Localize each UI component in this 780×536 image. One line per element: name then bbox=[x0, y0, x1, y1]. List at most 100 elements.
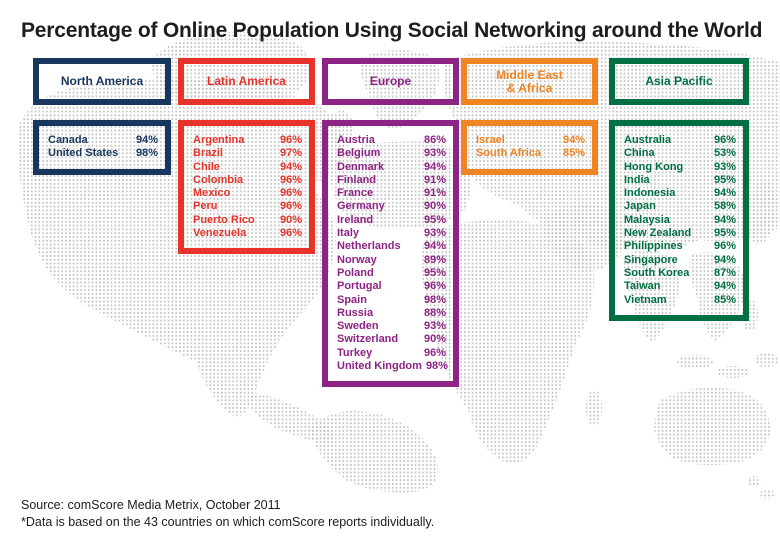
region-europe: Europe Austria 86% Belgium 93% Denmark 94% Fin… bbox=[322, 58, 459, 388]
country-name: Belgium bbox=[337, 147, 381, 160]
region-header-label: Europe bbox=[369, 74, 412, 88]
country-name: Italy bbox=[337, 227, 360, 240]
country-name: Singapore bbox=[624, 253, 678, 266]
region-header-asia-pacific: Asia Pacific bbox=[609, 58, 749, 105]
country-name: Argentina bbox=[193, 134, 245, 146]
country-percent: 96% bbox=[423, 280, 446, 293]
country-percent: 93% bbox=[423, 147, 446, 160]
country-name: Portugal bbox=[337, 280, 382, 293]
country-percent: 95% bbox=[713, 173, 736, 186]
country-percent: 96% bbox=[279, 227, 302, 240]
country-row: Finland 91% bbox=[337, 174, 446, 187]
country-row: United States 98% bbox=[48, 147, 158, 160]
country-row: South Korea 87% bbox=[624, 267, 736, 280]
country-row: Turkey 96% bbox=[337, 347, 446, 360]
region-data-middle-east-africa: Israel 94% South Africa 85% bbox=[461, 120, 598, 175]
country-percent: 87% bbox=[713, 266, 736, 279]
country-row: Indonesia 94% bbox=[624, 187, 736, 200]
country-percent: 96% bbox=[279, 187, 302, 200]
country-name: Sweden bbox=[337, 320, 379, 333]
map-south-america bbox=[308, 411, 439, 493]
country-row: Peru 96% bbox=[193, 200, 302, 213]
country-row: France 91% bbox=[337, 187, 446, 200]
region-header-label: Latin America bbox=[207, 74, 286, 88]
country-rows: Canada 94% United States 98% bbox=[48, 134, 158, 161]
region-middle-east-africa: Middle East & Africa Israel 94% South Afric… bbox=[461, 58, 598, 175]
country-row: Poland 95% bbox=[337, 267, 446, 280]
country-percent: 96% bbox=[713, 134, 736, 146]
country-row: Italy 93% bbox=[337, 227, 446, 240]
country-row: India 95% bbox=[624, 174, 736, 187]
country-name: Switzerland bbox=[337, 333, 399, 346]
country-name: Chile bbox=[193, 160, 220, 173]
country-row: Netherlands 94% bbox=[337, 240, 446, 253]
country-percent: 94% bbox=[713, 253, 736, 266]
map-europe bbox=[329, 141, 471, 229]
country-row: Austria 86% bbox=[337, 134, 446, 147]
country-percent: 53% bbox=[713, 147, 736, 160]
country-name: Philippines bbox=[624, 240, 683, 253]
country-percent: 93% bbox=[423, 320, 446, 333]
region-header-middle-east-africa: Middle East & Africa bbox=[461, 58, 598, 105]
country-name: Finland bbox=[337, 173, 377, 186]
region-asia-pacific: Asia Pacific Australia 96% China 53% Hong Ko… bbox=[609, 58, 749, 321]
country-row: New Zealand 95% bbox=[624, 227, 736, 240]
map-madagascar bbox=[586, 390, 602, 426]
country-row: Canada 94% bbox=[48, 134, 158, 147]
country-row: China 53% bbox=[624, 147, 736, 160]
country-rows: Austria 86% Belgium 93% Denmark 94% Finland 91%… bbox=[337, 134, 448, 373]
country-name: South Korea bbox=[624, 266, 690, 279]
region-header-latin-america: Latin America bbox=[178, 58, 315, 105]
region-header-north-america: North America bbox=[33, 58, 171, 105]
map-japan bbox=[751, 180, 776, 245]
country-percent: 95% bbox=[423, 213, 446, 226]
country-row: Singapore 94% bbox=[624, 254, 736, 267]
map-australia bbox=[654, 387, 771, 466]
country-name: Brazil bbox=[193, 147, 223, 160]
country-name: France bbox=[337, 187, 374, 200]
country-percent: 91% bbox=[423, 187, 446, 200]
country-row: Philippines 96% bbox=[624, 240, 736, 253]
country-row: Mexico 96% bbox=[193, 187, 302, 200]
country-name: United Kingdom bbox=[337, 360, 422, 373]
country-row: Russia 88% bbox=[337, 307, 446, 320]
country-name: Germany bbox=[337, 200, 385, 213]
country-name: Puerto Rico bbox=[193, 213, 255, 226]
map-scandinavia bbox=[359, 50, 440, 130]
country-row: Hong Kong 93% bbox=[624, 161, 736, 174]
country-rows: Israel 94% South Africa 85% bbox=[476, 134, 585, 161]
country-row: Belgium 93% bbox=[337, 147, 446, 160]
country-name: Norway bbox=[337, 253, 377, 266]
source-line: Source: comScore Media Metrix, October 2… bbox=[21, 498, 281, 512]
map-indonesia-3 bbox=[754, 353, 778, 367]
footnote-line: *Data is based on the 43 countries on wh… bbox=[21, 515, 435, 529]
country-row: Puerto Rico 90% bbox=[193, 214, 302, 227]
country-percent: 89% bbox=[423, 253, 446, 266]
country-row: South Africa 85% bbox=[476, 147, 585, 160]
map-middle-east bbox=[545, 205, 625, 272]
region-data-asia-pacific: Australia 96% China 53% Hong Kong 93% India 95%… bbox=[609, 120, 749, 321]
country-percent: 94% bbox=[423, 160, 446, 173]
map-indonesia-2 bbox=[717, 366, 749, 378]
country-name: Vietnam bbox=[624, 293, 667, 306]
country-row: Israel 94% bbox=[476, 134, 585, 147]
country-name: Hong Kong bbox=[624, 160, 684, 173]
country-percent: 85% bbox=[562, 147, 585, 160]
country-name: Colombia bbox=[193, 173, 244, 186]
country-row: Brazil 97% bbox=[193, 147, 302, 160]
country-row: Japan 58% bbox=[624, 200, 736, 213]
country-percent: 94% bbox=[562, 134, 585, 146]
country-percent: 94% bbox=[713, 213, 736, 226]
country-row: Argentina 96% bbox=[193, 134, 302, 147]
country-percent: 88% bbox=[423, 306, 446, 319]
country-percent: 95% bbox=[713, 227, 736, 240]
country-percent: 98% bbox=[423, 293, 446, 306]
country-percent: 94% bbox=[713, 187, 736, 200]
region-header-label: Asia Pacific bbox=[645, 74, 713, 88]
country-percent: 90% bbox=[423, 333, 446, 346]
country-row: Australia 96% bbox=[624, 134, 736, 147]
country-percent: 94% bbox=[713, 280, 736, 293]
country-percent: 98% bbox=[425, 360, 448, 373]
country-name: Spain bbox=[337, 293, 367, 306]
